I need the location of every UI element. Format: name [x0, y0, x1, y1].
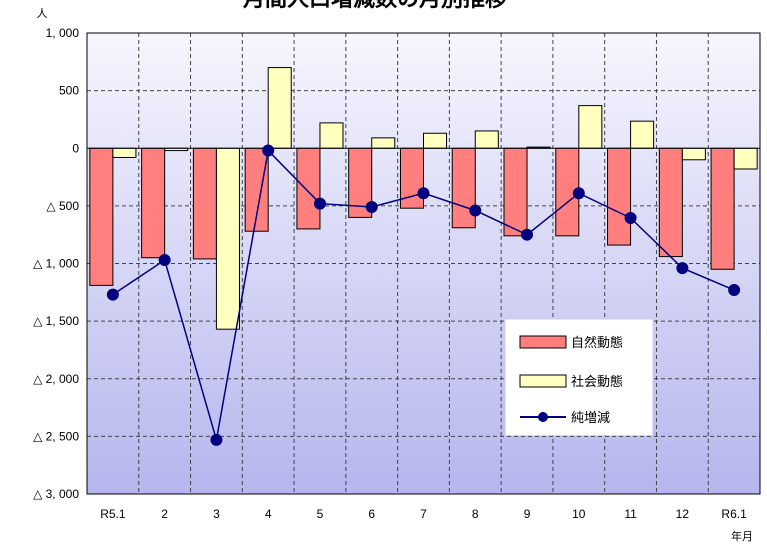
bar-natural: [607, 147, 632, 246]
net-change-point: [106, 288, 119, 301]
bar-social: [423, 132, 448, 149]
x-axis-unit: 年月: [731, 529, 753, 543]
net-change-point: [469, 204, 482, 217]
bar-social: [733, 147, 758, 170]
net-change-point: [521, 228, 534, 241]
bar-social: [474, 130, 499, 149]
bar-social: [371, 137, 396, 149]
x-tick-label: 5: [317, 507, 324, 521]
y-tick-label: △ 2, 000: [33, 372, 79, 386]
bar-natural: [658, 147, 683, 258]
y-tick-label: △ 500: [46, 199, 79, 213]
y-tick-label: △ 1, 500: [33, 314, 79, 328]
bar-natural: [710, 147, 735, 270]
x-tick-label: 11: [624, 507, 637, 521]
legend-swatch-natural: [519, 335, 567, 349]
y-tick-label: △ 1, 000: [33, 257, 79, 271]
legend: 自然動態 社会動態 純増減: [505, 319, 653, 436]
y-axis-unit: 人: [37, 7, 48, 20]
chart-title: 月間人口増減数の月別推移: [242, 0, 507, 12]
net-change-point: [624, 211, 637, 224]
bar-natural: [89, 147, 114, 286]
bars: [89, 67, 758, 330]
legend-label-natural: 自然動態: [571, 335, 623, 351]
x-tick-label: 10: [572, 507, 586, 521]
bar-natural: [451, 147, 476, 229]
y-tick-label: 500: [59, 84, 79, 98]
net-change-series: [106, 144, 741, 446]
y-tick-label: △ 3, 000: [33, 487, 79, 501]
x-tick-label: 3: [213, 507, 220, 521]
x-tick-label: 4: [265, 507, 272, 521]
legend-swatch-net-marker: [538, 412, 548, 422]
bar-social: [630, 120, 655, 149]
net-change-point: [365, 201, 378, 214]
net-change-point: [210, 433, 223, 446]
x-tick-label: 12: [676, 507, 690, 521]
net-change-point: [313, 197, 326, 210]
net-change-point: [728, 284, 741, 297]
bar-social: [681, 147, 706, 161]
bar-social: [215, 147, 240, 330]
legend-label-social: 社会動態: [571, 374, 623, 390]
y-tick-label: 0: [72, 141, 79, 155]
x-tick-label: 7: [420, 507, 427, 521]
net-change-point: [417, 187, 430, 200]
y-axis-ticks: 1, 000 500 0 △ 500 △ 1, 000 △ 1, 500 △ 2, 000 △…: [33, 26, 79, 501]
y-tick-label: 1, 000: [46, 26, 80, 40]
net-change-point: [676, 262, 689, 275]
plot-border: [86, 32, 761, 495]
x-tick-label: 9: [524, 507, 531, 521]
net-change-point: [572, 187, 585, 200]
bar-social: [267, 67, 292, 149]
x-tick-label: 8: [472, 507, 479, 521]
net-change-point: [158, 254, 171, 267]
x-tick-label: R5.1: [100, 507, 126, 521]
x-tick-label: 2: [161, 507, 168, 521]
legend-label-net: 純増減: [571, 410, 610, 426]
legend-swatch-social: [519, 374, 567, 388]
x-tick-label: R6.1: [721, 507, 747, 521]
y-tick-label: △ 2, 500: [33, 429, 79, 443]
bar-natural: [141, 147, 166, 259]
net-change-point: [262, 144, 275, 157]
bar-social: [319, 122, 344, 149]
bar-social: [112, 147, 137, 158]
bar-natural: [503, 147, 528, 237]
bar-social: [578, 105, 603, 149]
bar-natural: [192, 147, 217, 260]
bar-natural: [296, 147, 321, 230]
x-tick-label: 6: [368, 507, 375, 521]
x-axis-ticks: R5.1 2 3 4 5 6 7 8 9 10 11 12 R6.1: [100, 507, 747, 521]
